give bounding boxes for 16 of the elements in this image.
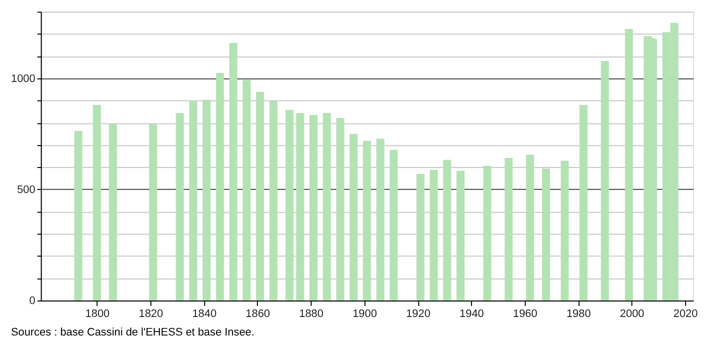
y-tick-label: 0 [29,294,36,307]
x-tick-label: 1820 [138,308,164,320]
x-tick-label: 1860 [246,308,270,320]
x-tick-label: 1880 [299,308,324,320]
y-tick-label: 1000 [11,72,36,85]
x-tick-label: 2000 [620,308,644,320]
x-tick-label: 1900 [352,308,377,320]
x-tick-label: 1960 [512,308,538,320]
x-tick-label: 1940 [460,308,484,320]
x-tick-label: 1980 [566,308,591,320]
x-tick-label: 1920 [406,308,430,320]
x-tick-label: 1840 [192,308,217,320]
x-tick-label: 2020 [673,308,698,320]
x-tick-label: 1800 [85,308,110,320]
y-tick-label: 500 [17,184,36,196]
source-note: Sources : base Cassini de l'EHESS et base Insee. [10,326,254,338]
